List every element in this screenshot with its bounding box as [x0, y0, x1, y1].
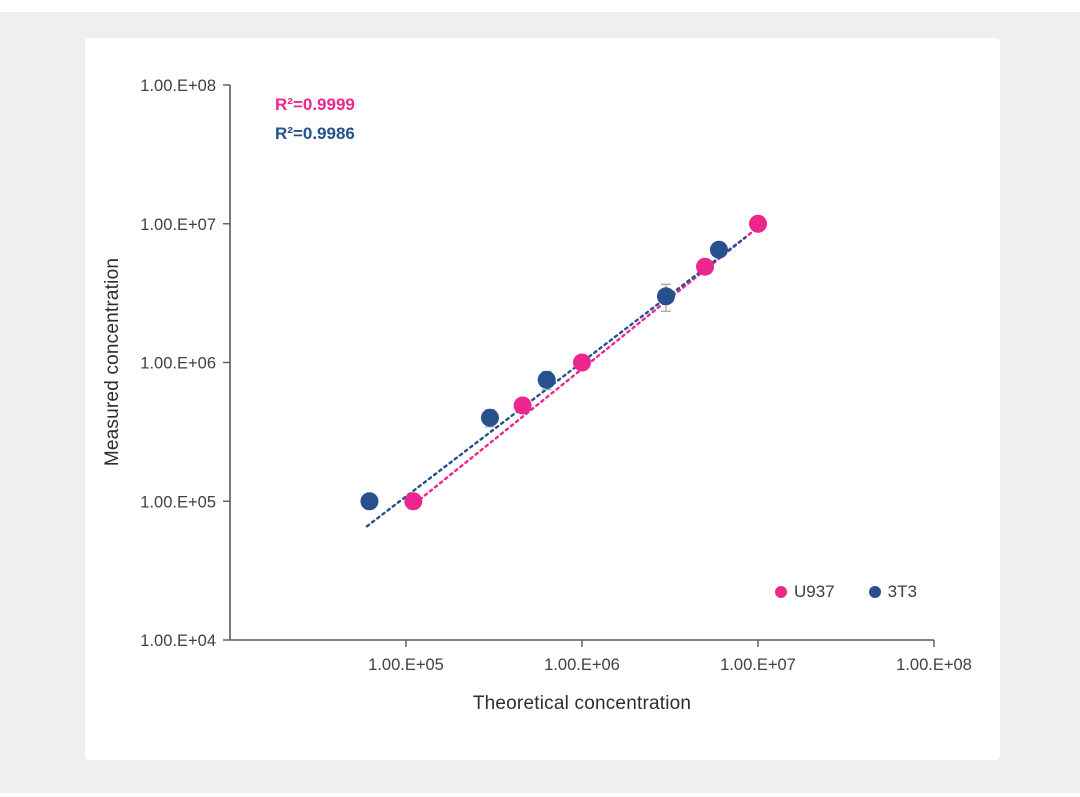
x-tick-label: 1.00.E+06: [544, 656, 620, 674]
data-point-3t3: [360, 492, 379, 511]
legend-label-u937: U937: [794, 582, 835, 601]
data-point-3t3: [537, 370, 556, 389]
data-point-u937: [749, 214, 767, 233]
data-point-u937: [404, 492, 423, 511]
trendline-3t3: [365, 236, 746, 528]
legend-dot-3t3: [868, 586, 881, 598]
data-point-u937: [513, 396, 532, 415]
data-point-3t3: [656, 287, 675, 306]
scatter-chart: 1.00.E+05 1.00.E+06 1.00.E+07 1.00.E+08 1.00…: [140, 77, 972, 674]
x-tick-label: 1.00.E+08: [896, 656, 972, 674]
r2-annotation-3t3: R²=0.9986: [275, 124, 355, 143]
y-tick-label: 1.00.E+06: [140, 355, 216, 373]
legend-item-3t3: 3T3: [868, 582, 917, 602]
data-point-u937: [696, 257, 715, 276]
data-point-3t3: [709, 240, 728, 259]
legend-item-u937: U937: [775, 582, 835, 602]
y-tick-label: 1.00.E+07: [140, 216, 216, 234]
y-tick-label: 1.00.E+05: [140, 493, 216, 511]
data-point-3t3: [480, 408, 499, 427]
x-tick-label: 1.00.E+07: [720, 656, 796, 674]
y-axis-title: Measured concentration: [102, 257, 123, 467]
x-tick-label: 1.00.E+05: [368, 656, 444, 674]
r2-annotation-u937: R²=0.9999: [275, 95, 355, 114]
y-tick-label: 1.00.E+08: [140, 77, 216, 95]
legend-label-3t3: 3T3: [887, 582, 917, 601]
chart-panel: 1.00.E+05 1.00.E+06 1.00.E+07 1.00.E+08 1.00…: [85, 38, 1000, 760]
legend-dot-u937: [775, 586, 787, 598]
y-tick-label: 1.00.E+04: [140, 632, 216, 650]
legend: U937 3T3: [775, 582, 917, 602]
r-squared-annotations: R²=0.9999 R²=0.9986: [275, 90, 355, 148]
data-point-u937: [573, 353, 591, 372]
x-axis-title: Theoretical concentration: [472, 693, 692, 714]
